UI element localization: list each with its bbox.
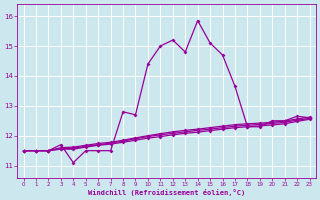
- X-axis label: Windchill (Refroidissement éolien,°C): Windchill (Refroidissement éolien,°C): [88, 189, 245, 196]
